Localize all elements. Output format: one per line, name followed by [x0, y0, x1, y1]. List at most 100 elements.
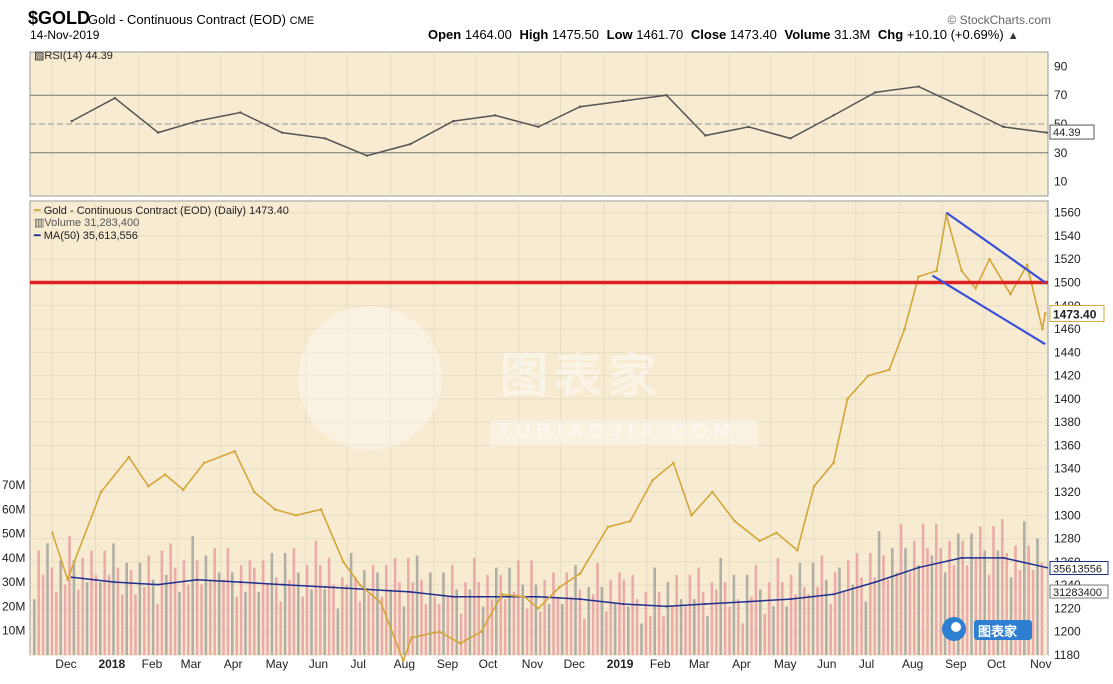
ma50-point	[452, 595, 455, 598]
chg-up-icon: ▲	[1007, 30, 1019, 42]
volume-bar	[235, 596, 238, 655]
corner-logo-text: 图表家	[978, 624, 1018, 639]
volume-bar	[143, 587, 146, 655]
volume-bar	[37, 550, 40, 655]
volume-bar	[525, 608, 529, 655]
rsi-point	[239, 111, 242, 114]
volume-bar	[165, 574, 168, 655]
volume-bar	[847, 560, 850, 655]
volume-bar	[864, 601, 868, 655]
volume-bar	[926, 548, 929, 655]
volume-bar	[622, 579, 626, 655]
low-label: Low	[606, 27, 633, 42]
symbol-title: $GOLD	[28, 8, 91, 28]
ma50-point	[281, 583, 284, 586]
price-point	[537, 607, 540, 610]
volume-bar	[860, 577, 863, 655]
ma50-point	[1045, 566, 1048, 569]
x-tick-label: Nov	[522, 657, 543, 671]
price-point	[379, 601, 383, 604]
price-point	[342, 560, 345, 564]
volume-bar	[349, 553, 353, 655]
volume-bar	[297, 572, 300, 655]
volume-bar	[292, 548, 296, 655]
price-point	[578, 572, 582, 575]
ma50-point	[832, 593, 835, 596]
volume-bar	[464, 582, 467, 655]
volume-bar	[957, 533, 960, 655]
rsi-point	[195, 119, 199, 123]
volume-bar	[55, 591, 58, 655]
x-tick-label: Oct	[479, 657, 498, 671]
volume-bar	[270, 553, 274, 655]
price-point	[66, 578, 69, 581]
watermark-head-circle	[298, 306, 442, 450]
x-tick-label: Nov	[1030, 657, 1051, 671]
volume-bar	[305, 565, 309, 655]
volume-bar	[935, 523, 938, 655]
rsi-label: ▨RSI(14) 44.39	[34, 50, 113, 62]
rsi-y-tick-label: 70	[1054, 88, 1068, 102]
price-y-tick-label: 1500	[1054, 275, 1081, 289]
volume-bar	[794, 594, 797, 655]
price-y-tick-label: 1420	[1054, 369, 1081, 383]
volume-bar	[314, 540, 318, 655]
volume-bar	[59, 560, 62, 655]
volume-bar	[552, 572, 555, 655]
volume-bar	[72, 560, 76, 655]
volume-bar	[675, 574, 678, 655]
watermark-url-bar	[490, 420, 758, 446]
rsi-point	[789, 137, 792, 140]
description-text: Gold - Continuous Contract (EOD)	[88, 12, 286, 27]
volume-bar	[697, 567, 700, 655]
volume-bar	[811, 562, 815, 655]
volume-bar	[605, 611, 608, 655]
volume-bar	[974, 557, 978, 655]
volume-bar	[917, 565, 920, 655]
volume-bar	[996, 550, 1000, 655]
x-tick-label: Jun	[817, 657, 836, 671]
x-tick-label: Mar	[689, 657, 710, 671]
volume-value: 31.3M	[834, 27, 871, 42]
ma50-point	[537, 595, 540, 598]
volume-bar	[46, 543, 49, 655]
volume-bar	[191, 536, 194, 655]
volume-bar	[138, 562, 142, 655]
volume-bar	[367, 594, 370, 655]
volume-bar	[785, 606, 788, 655]
price-point	[887, 368, 891, 372]
brand-link[interactable]: © StockCharts.com	[947, 13, 1051, 27]
price-y-tick-label: 1340	[1054, 462, 1081, 476]
volume-bar	[398, 582, 401, 655]
volume-bar	[81, 557, 84, 655]
rsi-point	[1002, 125, 1005, 129]
price-y-tick-label: 1180	[1054, 648, 1080, 662]
instrument-description: Gold - Continuous Contract (EOD) CME	[88, 12, 314, 27]
price-point	[711, 490, 714, 494]
price-y-tick-label: 1540	[1054, 229, 1081, 243]
volume-bar	[415, 555, 419, 655]
volume-bar	[781, 582, 784, 655]
rsi-point	[704, 134, 707, 137]
volume-bar	[776, 557, 780, 655]
volume-bar	[266, 584, 269, 655]
ma-legend-item: ━ MA(50) 35,613,556	[34, 229, 138, 242]
price-point	[1025, 263, 1029, 267]
ma50-point	[70, 576, 73, 579]
volume-bar	[178, 591, 181, 655]
volume-bar	[389, 589, 392, 655]
price-y-tick-label: 1200	[1054, 625, 1081, 639]
price-point	[812, 484, 816, 488]
rsi-y-tick-label: 90	[1054, 59, 1068, 73]
volume-bar	[591, 594, 595, 655]
volume-bar	[1009, 577, 1013, 655]
ohlc-readout: Open 1464.00 High 1475.50 Low 1461.70 Cl…	[428, 27, 1023, 42]
volume-legend-icon: ▥	[34, 217, 45, 229]
volume-bar	[499, 574, 502, 655]
volume-bar	[930, 555, 934, 655]
x-tick-label: Jul	[859, 657, 874, 671]
volume-bar	[90, 550, 93, 655]
volume-bar	[1023, 521, 1026, 655]
volume-legend-item: ▥Volume 31,283,400	[34, 216, 139, 229]
volume-bar	[772, 606, 775, 655]
